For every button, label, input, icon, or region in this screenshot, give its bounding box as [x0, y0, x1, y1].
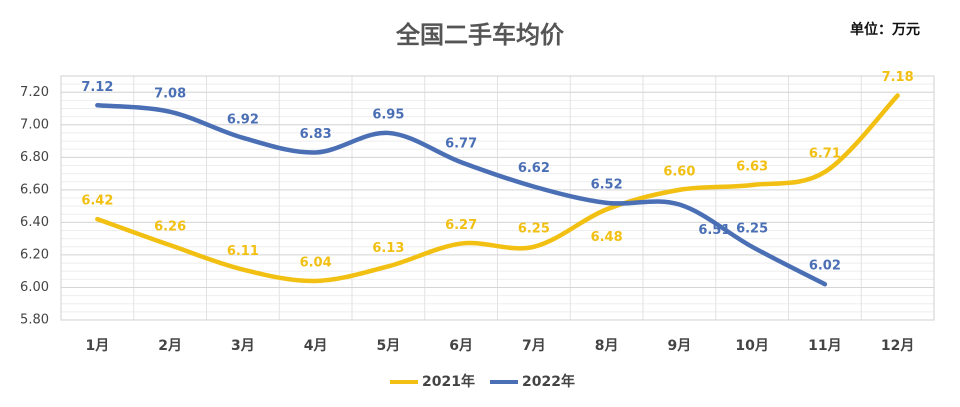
x-tick-label: 2月	[158, 338, 182, 354]
data-label: 6.13	[372, 241, 404, 256]
unit-label: 单位：万元	[850, 21, 920, 38]
data-label: 6.71	[809, 146, 841, 161]
data-label: 6.04	[300, 255, 332, 270]
series-line	[95, 93, 900, 284]
y-tick-label: 7.20	[20, 85, 49, 100]
y-tick-label: 7.00	[20, 117, 49, 132]
data-label: 6.25	[518, 221, 550, 236]
plot-border	[60, 75, 935, 321]
x-tick-label: 10月	[735, 338, 768, 354]
data-label: 7.18	[882, 70, 914, 85]
data-label: 6.26	[154, 220, 186, 235]
data-label: 6.95	[372, 107, 404, 122]
y-tick-label: 6.00	[20, 280, 49, 295]
legend-label: 2022年	[522, 373, 575, 390]
x-tick-label: 3月	[231, 338, 255, 354]
data-label: 6.27	[445, 218, 477, 233]
x-tick-label: 6月	[449, 338, 473, 354]
y-tick-label: 6.40	[20, 215, 49, 230]
data-label: 7.12	[81, 80, 113, 95]
data-label: 6.62	[518, 161, 550, 176]
y-tick-label: 5.80	[20, 313, 49, 328]
chart-title: 全国二手车均价	[395, 21, 565, 49]
x-tick-label: 11月	[808, 338, 841, 354]
x-tick-label: 5月	[377, 338, 401, 354]
data-label: 6.48	[591, 230, 623, 245]
data-label: 6.25	[736, 221, 768, 236]
data-label: 6.60	[663, 164, 695, 179]
x-tick-label: 4月	[304, 338, 328, 354]
x-tick-label: 9月	[668, 338, 692, 354]
data-label: 6.83	[300, 127, 332, 142]
data-label: 6.51	[698, 223, 730, 238]
y-tick-label: 6.80	[20, 150, 49, 165]
y-tick-label: 6.60	[20, 182, 49, 197]
y-tick-label: 6.20	[20, 247, 49, 262]
data-label: 7.08	[154, 86, 186, 101]
data-label: 6.92	[227, 112, 259, 127]
x-tick-label: 7月	[522, 338, 546, 354]
series-line	[95, 103, 828, 287]
data-label: 6.02	[809, 259, 841, 274]
legend-label: 2021年	[422, 373, 475, 390]
x-tick-label: 1月	[86, 338, 110, 354]
x-tick-label: 12月	[881, 338, 914, 354]
data-label: 6.77	[445, 137, 477, 152]
x-tick-label: 8月	[595, 338, 619, 354]
data-label: 6.11	[227, 244, 259, 259]
data-label: 6.42	[81, 194, 113, 209]
data-label: 6.52	[591, 177, 623, 192]
data-label: 6.63	[736, 159, 768, 174]
